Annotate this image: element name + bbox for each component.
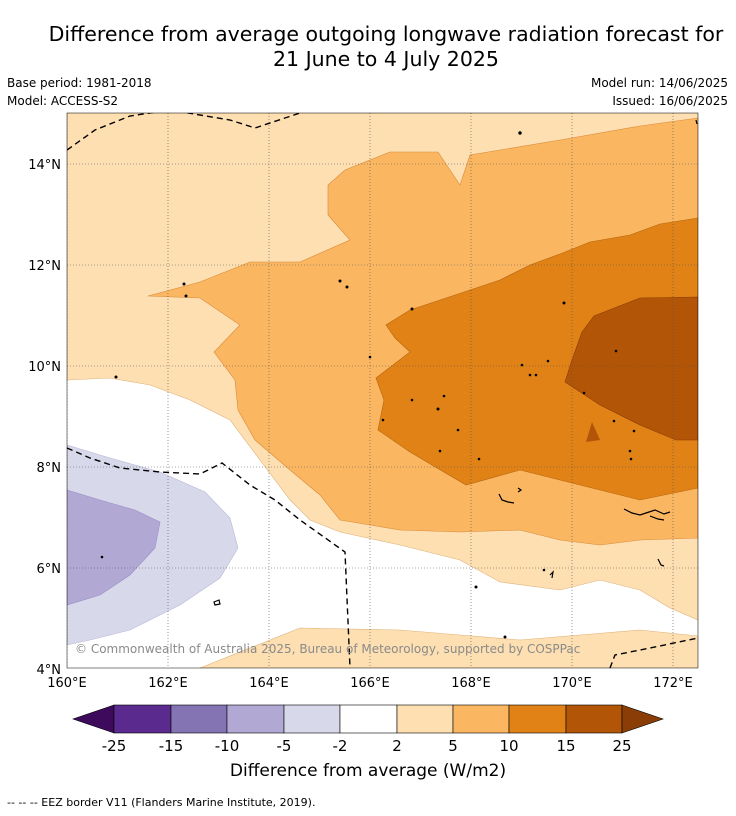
colorbar-tick-neg25: -25	[102, 737, 127, 755]
colorbar-ticks: -25 -15 -10 -5 -2 2 5 10 15 25	[102, 737, 632, 755]
x-tick-162e: 162°E	[148, 676, 188, 691]
colorbar-tick-neg2: -2	[333, 737, 348, 755]
copyright-notice: © Commonwealth of Australia 2025, Bureau…	[75, 642, 580, 656]
colorbar-tick-2: 2	[392, 737, 402, 755]
map-frame	[66, 112, 699, 669]
colorbar-bin-10-15	[508, 704, 567, 734]
contour-15-25	[564, 296, 698, 441]
colorbar-tick-neg15: -15	[159, 737, 184, 755]
colorbar-bin-2-5	[396, 704, 454, 734]
colorbar-bin-neg2-2	[339, 704, 398, 734]
eez-legend-footer: -- -- -- EEZ border V11 (Flanders Marine…	[7, 796, 316, 809]
contour-15-25-spot	[586, 422, 600, 442]
contour-10-15	[375, 217, 698, 501]
colorbar-under-arrow	[72, 704, 115, 734]
colorbar-tick-10: 10	[499, 737, 518, 755]
colorbar-bin-neg25-neg15	[113, 704, 172, 734]
y-tick-6n: 6°N	[37, 562, 62, 577]
y-tick-4n: 4°N	[37, 663, 62, 678]
x-tick-166e: 166°E	[350, 676, 390, 691]
issued-date: Issued: 16/06/2025	[612, 94, 728, 108]
title-line-2: 21 June to 4 July 2025	[273, 47, 499, 71]
map-title: Difference from average outgoing longwav…	[0, 22, 736, 72]
meta-right: Model run: 14/06/2025 Issued: 16/06/2025	[591, 74, 728, 110]
y-tick-12n: 12°N	[28, 259, 61, 274]
islands	[100, 131, 636, 639]
x-tick-164e: 164°E	[249, 676, 289, 691]
meta-left: Base period: 1981-2018 Model: ACCESS-S2	[7, 74, 152, 110]
model-run: Model run: 14/06/2025	[590, 76, 728, 90]
colorbar-bin-neg5-neg2	[283, 704, 341, 734]
colorbar-bin-neg15-neg10	[170, 704, 228, 734]
colorbar-tick-5: 5	[448, 737, 458, 755]
x-tick-170e: 170°E	[552, 676, 592, 691]
colorbar-bin-5-10	[452, 704, 510, 734]
x-tick-160e: 160°E	[47, 676, 87, 691]
colorbar-tick-neg5: -5	[277, 737, 292, 755]
title-line-1: Difference from average outgoing longwav…	[48, 22, 724, 46]
x-tick-172e: 172°E	[653, 676, 693, 691]
x-tick-168e: 168°E	[451, 676, 491, 691]
colorbar-tick-25: 25	[612, 737, 631, 755]
colorbar-tick-neg10: -10	[215, 737, 240, 755]
colorbar	[72, 704, 664, 734]
colorbar-bin-neg10-neg5	[226, 704, 285, 734]
y-tick-14n: 14°N	[28, 158, 61, 173]
graticule	[67, 113, 698, 668]
colorbar-label: Difference from average (W/m2)	[229, 761, 507, 781]
island-outlines	[213, 119, 698, 606]
base-period: Base period: 1981-2018	[7, 76, 152, 90]
colorbar-over-arrow	[621, 704, 664, 734]
contour-neg5-neg10	[67, 489, 161, 606]
eez-borders	[67, 113, 698, 668]
y-tick-8n: 8°N	[37, 461, 62, 476]
x-axis-ticks: 160°E 162°E 164°E 166°E 168°E 170°E 172°…	[47, 676, 693, 691]
model-name: Model: ACCESS-S2	[7, 94, 119, 108]
colorbar-bin-15-25	[565, 704, 623, 734]
y-axis-ticks: 14°N 12°N 10°N 8°N 6°N 4°N	[28, 158, 61, 678]
y-tick-10n: 10°N	[28, 360, 61, 375]
colorbar-tick-15: 15	[556, 737, 575, 755]
map-plot-area: © Commonwealth of Australia 2025, Bureau…	[67, 113, 698, 668]
